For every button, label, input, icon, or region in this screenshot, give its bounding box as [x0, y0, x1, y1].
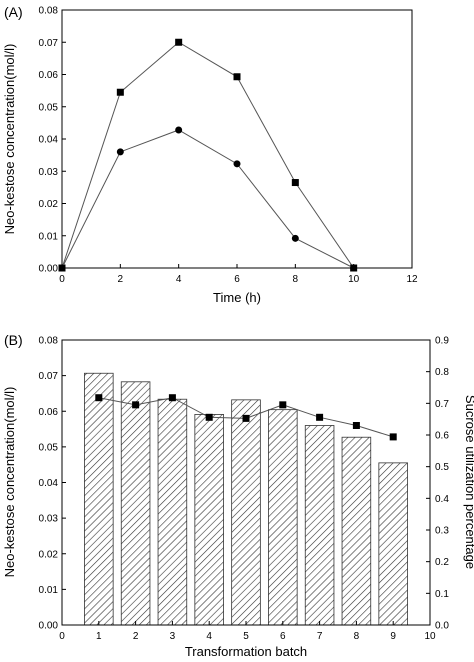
series-line	[61, 129, 354, 269]
circle-point	[58, 264, 66, 272]
y-tick-label: 0.05	[39, 442, 59, 453]
panel-a-label: (A)	[4, 4, 23, 20]
circle-point	[233, 160, 241, 168]
bar	[341, 436, 372, 626]
y2-tick-label: 0.5	[435, 462, 449, 473]
x-tick-label: 1	[96, 631, 102, 642]
x-tick-label: 4	[206, 631, 212, 642]
square-point	[95, 394, 103, 402]
y-tick-label: 0.06	[39, 407, 59, 418]
x-tick-label: 12	[406, 274, 418, 285]
square-point	[168, 394, 176, 402]
x-tick-label: 5	[243, 631, 249, 642]
bar	[120, 381, 151, 626]
y-tick-label: 0.01	[39, 231, 59, 242]
square-point	[233, 73, 241, 81]
bar	[378, 462, 408, 626]
panel-a-y-axis: 0.00 0.01 0.02 0.03 0.04 0.05 0.06 0.07 0.08	[39, 6, 66, 275]
y-tick-label: 0.04	[39, 478, 59, 489]
circle-point	[291, 234, 299, 242]
x-tick-label: 2	[133, 631, 139, 642]
circle-point	[175, 126, 183, 134]
bar	[157, 398, 188, 626]
panel-b-left-y-axis-title: Neo-kestose concentration(mol/l)	[2, 387, 17, 578]
y-tick-label: 0.08	[39, 336, 59, 347]
x-tick-label: 3	[170, 631, 176, 642]
y2-tick-label: 0.0	[435, 621, 449, 632]
y2-tick-label: 0.9	[435, 336, 449, 347]
square-point	[279, 401, 287, 409]
y-tick-label: 0.01	[39, 585, 59, 596]
y-tick-label: 0.07	[39, 371, 59, 382]
y-tick-label: 0.02	[39, 549, 59, 560]
series-line	[61, 41, 355, 269]
panel-a-y-axis-title: Neo-kestose concentration(mol/l)	[2, 44, 17, 235]
panel-b-x-axis-title: Transformation batch	[185, 644, 307, 659]
x-tick-label: 0	[59, 631, 65, 642]
y-tick-label: 0.00	[39, 621, 59, 632]
x-tick-label: 10	[424, 631, 436, 642]
circle-point	[116, 148, 124, 156]
chart-panel-a: (A) 0.00 0.01 0.02 0.03 0.04 0.05 0.06 0.07 0.08…	[2, 4, 418, 305]
square-point	[175, 38, 183, 46]
square-point	[132, 401, 140, 409]
chart-panel-b: (B) 0.000.010.020.030.040.050.060.070.08…	[2, 332, 474, 659]
bar	[268, 409, 298, 626]
y2-tick-label: 0.4	[435, 494, 449, 505]
x-tick-label: 8	[354, 631, 360, 642]
y-tick-label: 0.08	[39, 6, 59, 17]
y-tick-label: 0.03	[39, 167, 59, 178]
y-tick-label: 0.03	[39, 514, 59, 525]
x-tick-label: 10	[348, 274, 360, 285]
y-tick-label: 0.05	[39, 102, 59, 113]
panel-a-plot-frame	[61, 9, 413, 269]
y-tick-label: 0.02	[39, 199, 59, 210]
y2-tick-label: 0.2	[435, 557, 449, 568]
panel-b-line-series	[95, 394, 397, 441]
square-point	[116, 88, 124, 96]
y-tick-label: 0.00	[39, 264, 59, 275]
panel-b-bars	[84, 372, 408, 626]
x-tick-label: 6	[280, 631, 286, 642]
panel-a-series	[58, 38, 358, 272]
panel-b-right-y-axis-title: Sucrose utilization percentage	[463, 395, 474, 569]
x-tick-label: 4	[176, 274, 182, 285]
panel-a-x-axis: 0 2 4 6 8 10 12	[59, 264, 418, 285]
y-tick-label: 0.06	[39, 70, 59, 81]
panel-b-label: (B)	[4, 332, 23, 348]
bar	[304, 425, 335, 626]
x-tick-label: 7	[317, 631, 323, 642]
y2-tick-label: 0.1	[435, 589, 449, 600]
x-tick-label: 8	[293, 274, 299, 285]
y2-tick-label: 0.8	[435, 367, 449, 378]
panel-b-x-axis: 0 1 2 3 4 5 6 7 8 9 10	[59, 621, 436, 642]
y2-tick-label: 0.6	[435, 431, 449, 442]
bar	[84, 372, 114, 626]
y2-tick-label: 0.7	[435, 399, 449, 410]
x-tick-label: 9	[390, 631, 396, 642]
square-point	[291, 179, 299, 187]
bar	[194, 414, 224, 626]
panel-b-right-y-axis: 0.0 0.1 0.2 0.3 0.4 0.5 0.6 0.7 0.8 0.9	[426, 336, 449, 632]
square-point	[242, 414, 250, 422]
circle-point	[350, 264, 358, 272]
square-point	[389, 433, 397, 441]
square-point	[352, 422, 360, 429]
x-tick-label: 0	[59, 274, 65, 285]
x-tick-label: 6	[234, 274, 240, 285]
square-point	[205, 413, 213, 421]
square-point	[316, 413, 324, 421]
y-tick-label: 0.04	[39, 135, 59, 146]
bar	[231, 399, 261, 626]
panel-a-x-axis-title: Time (h)	[213, 290, 261, 305]
y2-tick-label: 0.3	[435, 526, 449, 537]
x-tick-label: 2	[118, 274, 124, 285]
panel-b-left-y-axis: 0.00 0.01 0.02 0.03 0.04 0.05 0.06 0.07 0.08	[39, 336, 66, 632]
y-tick-label: 0.07	[39, 38, 59, 49]
